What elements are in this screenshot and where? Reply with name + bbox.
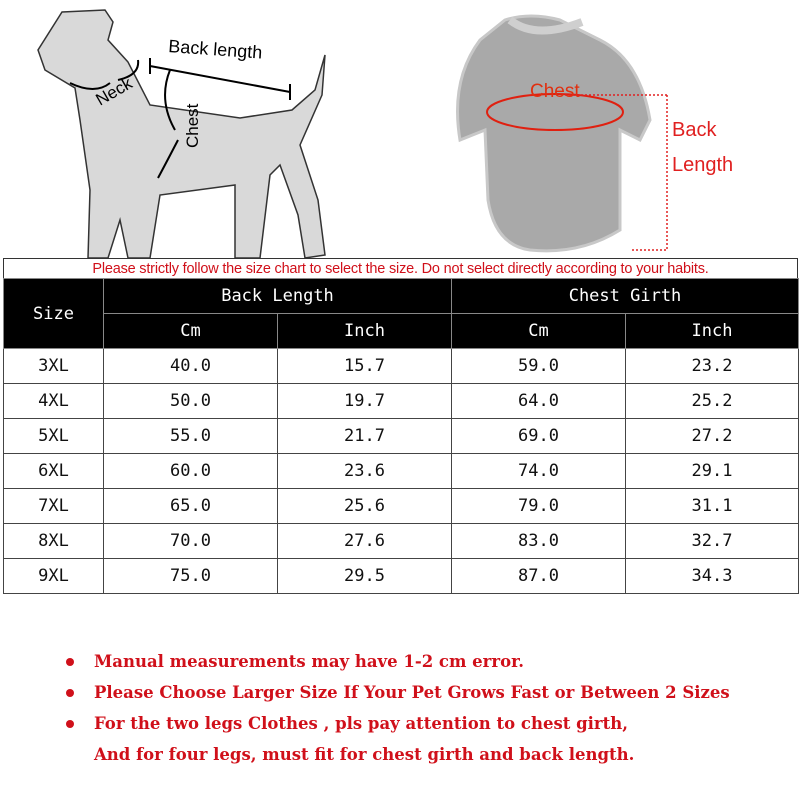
table-row: 7XL 65.0 25.6 79.0 31.1 <box>3 488 799 524</box>
sweater-image <box>456 14 652 253</box>
notes-list: Manual measurements may have 1-2 cm erro… <box>64 650 784 774</box>
value-cell: 27.6 <box>277 523 452 559</box>
value-cell: 65.0 <box>103 488 278 524</box>
table-row: 3XL 40.0 15.7 59.0 23.2 <box>3 348 799 384</box>
bullet-icon <box>66 658 74 666</box>
table-row: 5XL 55.0 21.7 69.0 27.2 <box>3 418 799 454</box>
sweater-length-label: Length <box>672 154 733 176</box>
note-item: Please Choose Larger Size If Your Pet Gr… <box>64 681 784 712</box>
bullet-icon <box>66 720 74 728</box>
value-cell: 79.0 <box>451 488 626 524</box>
size-cell: 5XL <box>3 418 104 454</box>
unit-header: Cm <box>451 313 626 349</box>
unit-header: Inch <box>277 313 452 349</box>
value-cell: 40.0 <box>103 348 278 384</box>
note-text: And for four legs, must fit for chest gi… <box>94 745 635 764</box>
value-cell: 59.0 <box>451 348 626 384</box>
note-text: For the two legs Clothes , pls pay atten… <box>94 714 628 733</box>
dog-silhouette <box>37 9 326 258</box>
value-cell: 25.6 <box>277 488 452 524</box>
table-row: 4XL 50.0 19.7 64.0 25.2 <box>3 383 799 419</box>
value-cell: 70.0 <box>103 523 278 559</box>
value-cell: 64.0 <box>451 383 626 419</box>
value-cell: 87.0 <box>451 558 626 594</box>
value-cell: 23.2 <box>625 348 799 384</box>
value-cell: 50.0 <box>103 383 278 419</box>
size-cell: 9XL <box>3 558 104 594</box>
size-cell: 3XL <box>3 348 104 384</box>
unit-header: Cm <box>103 313 278 349</box>
value-cell: 83.0 <box>451 523 626 559</box>
size-chart-table: Size Back Length Chest Girth Cm Inch Cm … <box>3 278 799 594</box>
size-cell: 7XL <box>3 488 104 524</box>
dog-chest-label: Chest <box>183 103 202 148</box>
value-cell: 31.1 <box>625 488 799 524</box>
value-cell: 34.3 <box>625 558 799 594</box>
sweater-chest-label: Chest <box>530 81 580 102</box>
size-cell: 6XL <box>3 453 104 489</box>
value-cell: 29.5 <box>277 558 452 594</box>
size-header: Size <box>3 278 104 349</box>
value-cell: 60.0 <box>103 453 278 489</box>
chest-girth-header: Chest Girth <box>451 278 799 314</box>
size-cell: 8XL <box>3 523 104 559</box>
value-cell: 19.7 <box>277 383 452 419</box>
value-cell: 32.7 <box>625 523 799 559</box>
value-cell: 23.6 <box>277 453 452 489</box>
value-cell: 27.2 <box>625 418 799 454</box>
size-notice: Please strictly follow the size chart to… <box>3 258 798 278</box>
value-cell: 69.0 <box>451 418 626 454</box>
value-cell: 74.0 <box>451 453 626 489</box>
sweater-back-length-line <box>565 94 668 251</box>
note-item: And for four legs, must fit for chest gi… <box>64 743 784 774</box>
value-cell: 75.0 <box>103 558 278 594</box>
sweater-back-label: Back <box>672 119 717 141</box>
table-row: 9XL 75.0 29.5 87.0 34.3 <box>3 558 799 594</box>
back-length-header: Back Length <box>103 278 452 314</box>
note-item: For the two legs Clothes , pls pay atten… <box>64 712 784 743</box>
table-row: 8XL 70.0 27.6 83.0 32.7 <box>3 523 799 559</box>
size-cell: 4XL <box>3 383 104 419</box>
note-text: Please Choose Larger Size If Your Pet Gr… <box>94 683 730 702</box>
table-row: 6XL 60.0 23.6 74.0 29.1 <box>3 453 799 489</box>
note-text: Manual measurements may have 1-2 cm erro… <box>94 652 524 671</box>
note-item: Manual measurements may have 1-2 cm erro… <box>64 650 784 681</box>
value-cell: 25.2 <box>625 383 799 419</box>
measurement-illustration: Back length Neck Chest Chest Back Length <box>37 9 733 258</box>
sweater-chest-ellipse <box>486 93 624 131</box>
dog-back-length-label: Back length <box>168 36 263 63</box>
value-cell: 55.0 <box>103 418 278 454</box>
value-cell: 21.7 <box>277 418 452 454</box>
value-cell: 29.1 <box>625 453 799 489</box>
value-cell: 15.7 <box>277 348 452 384</box>
unit-header: Inch <box>625 313 799 349</box>
bullet-icon <box>66 689 74 697</box>
